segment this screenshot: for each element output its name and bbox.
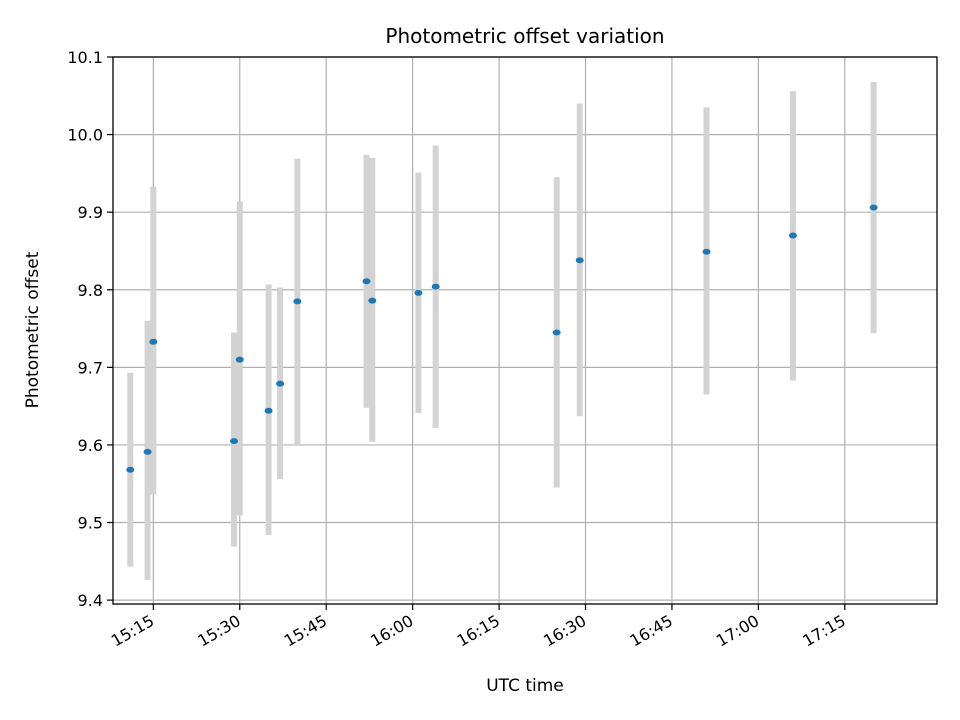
data-point	[276, 380, 285, 387]
y-tick-label: 9.6	[78, 436, 103, 455]
data-point	[362, 278, 371, 285]
data-point	[230, 438, 239, 445]
x-tick-label: 15:30	[194, 611, 243, 651]
y-tick-label: 10.1	[67, 48, 103, 67]
x-tick-label: 16:15	[454, 611, 503, 651]
y-axis-label: Photometric offset	[23, 251, 43, 408]
data-point	[788, 232, 797, 239]
data-point	[235, 356, 244, 363]
x-tick-label: 16:30	[540, 611, 589, 651]
x-axis-ticks: 15:15 15:30 15:45 16:00 16:15 16:30 16:45 17:00…	[108, 604, 849, 651]
x-tick-label: 17:00	[713, 611, 762, 651]
data-point	[431, 283, 440, 290]
y-tick-label: 9.7	[78, 358, 103, 377]
y-tick-label: 9.9	[78, 203, 103, 222]
data-point	[552, 329, 561, 336]
x-tick-label: 16:00	[367, 611, 416, 651]
plot-frame	[112, 56, 938, 605]
data-point	[293, 298, 302, 305]
y-tick-label: 9.8	[78, 281, 103, 300]
data-point	[414, 289, 423, 296]
y-tick-label: 9.5	[78, 514, 103, 533]
y-axis-ticks: 9.4 9.5 9.6 9.7 9.8 9.9 10.0 10.1	[67, 48, 113, 610]
data-point	[126, 466, 135, 473]
error-bars	[127, 81, 877, 580]
x-axis-label: UTC time	[486, 676, 564, 696]
data-point	[149, 338, 158, 345]
data-point	[869, 204, 878, 211]
chart-title: Photometric offset variation	[385, 24, 664, 48]
data-point	[143, 448, 152, 455]
data-point	[264, 407, 273, 414]
y-tick-label: 9.4	[78, 591, 103, 610]
y-tick-label: 10.0	[67, 126, 103, 145]
x-tick-label: 16:45	[627, 611, 676, 651]
x-tick-label: 15:15	[108, 611, 157, 651]
x-tick-label: 15:45	[281, 611, 330, 651]
data-point	[368, 297, 377, 304]
data-point	[575, 257, 584, 264]
data-points	[126, 204, 878, 473]
x-tick-label: 17:15	[799, 611, 848, 651]
data-point	[702, 248, 711, 255]
